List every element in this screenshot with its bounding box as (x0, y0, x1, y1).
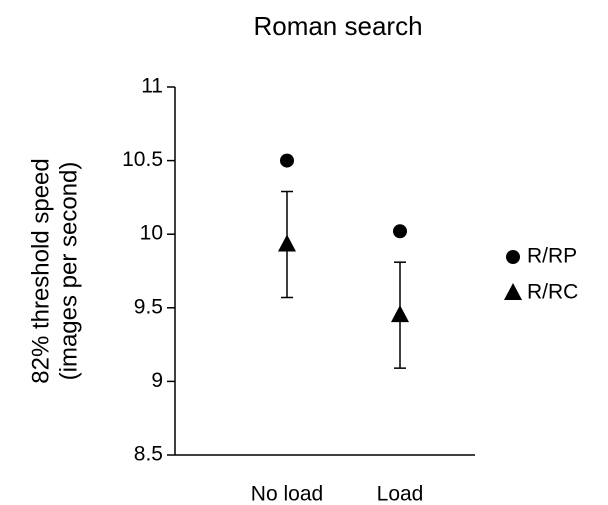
marker (278, 234, 296, 252)
y-tick-label: 8.5 (134, 443, 163, 466)
chart-title: Roman search (253, 11, 422, 41)
legend-marker (504, 283, 522, 300)
y-tick-label: 9 (151, 369, 163, 392)
marker (393, 224, 407, 239)
y-axis-label: 82% threshold speed (27, 158, 54, 384)
y-tick-label: 9.5 (134, 295, 163, 318)
y-tick-label: 11 (141, 75, 163, 98)
marker (280, 153, 294, 168)
x-tick-label: No load (251, 483, 323, 505)
y-tick-label: 10 (140, 222, 163, 245)
legend-label: R/RC (527, 281, 578, 304)
legend-marker (506, 250, 520, 264)
legend-label: R/RP (527, 245, 577, 268)
x-tick-label: Load (377, 483, 424, 505)
marker (391, 305, 409, 323)
y-axis-label: (images per second) (55, 162, 82, 381)
y-tick-label: 10.5 (122, 148, 163, 171)
